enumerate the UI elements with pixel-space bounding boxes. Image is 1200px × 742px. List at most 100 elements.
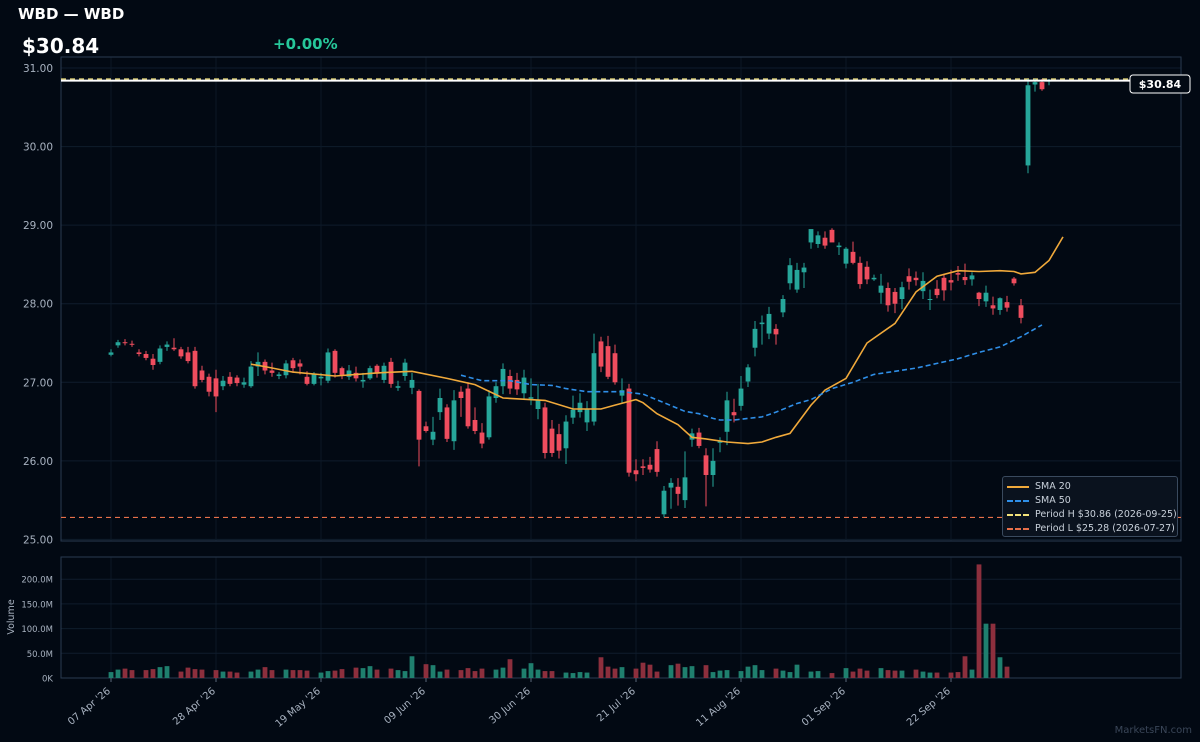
candle-body [521, 377, 527, 394]
volume-bar [290, 670, 296, 678]
volume-bar [353, 667, 359, 678]
candle [290, 357, 296, 373]
candle [458, 386, 464, 417]
candle-body [304, 376, 310, 384]
date-tick-label: 21 Jul '26 [595, 686, 638, 724]
candle [143, 350, 149, 361]
candle-body [458, 391, 464, 398]
volume-bar [864, 670, 870, 678]
candle-body [591, 353, 597, 422]
candle-body [1025, 85, 1031, 166]
candle [759, 315, 765, 345]
candle-body [269, 370, 275, 373]
volume-bar [815, 671, 821, 678]
volume-bar [584, 672, 590, 678]
volume-bar [430, 665, 436, 678]
volume-bar [927, 672, 933, 678]
candle [185, 346, 191, 364]
volume-bar [227, 671, 233, 678]
volume-bar [703, 665, 709, 678]
candle-body [402, 362, 408, 376]
candle [794, 262, 800, 293]
volume-bar [325, 671, 331, 678]
candle [773, 324, 779, 345]
candle [479, 423, 485, 449]
candle-body [451, 400, 457, 442]
volume-bar [465, 668, 471, 678]
candle-body [486, 396, 492, 438]
volume-bar [773, 668, 779, 678]
volume-bar [423, 664, 429, 678]
candle-body [766, 313, 772, 334]
volume-bars [108, 564, 1010, 678]
candle-body [430, 431, 436, 440]
candle-body [703, 455, 709, 475]
candle [437, 388, 443, 420]
volume-bar [983, 623, 989, 678]
candle-body [577, 402, 583, 413]
candle-body [605, 346, 611, 377]
candle [157, 345, 163, 365]
candle [129, 340, 135, 347]
candle [717, 437, 723, 453]
candle-body [731, 412, 737, 416]
candle-body [619, 390, 625, 396]
candle-body [808, 229, 814, 243]
chart-title: WBD — WBD [18, 5, 125, 23]
volume-bar [640, 662, 646, 678]
candle-body [801, 267, 807, 273]
volume-bar [542, 671, 548, 678]
volume-bar [878, 668, 884, 678]
candle [927, 289, 933, 310]
candle-body [472, 420, 478, 431]
candle [255, 352, 261, 376]
candle [626, 383, 632, 477]
candle [122, 339, 128, 346]
candle-body [206, 376, 212, 392]
volume-bar [724, 670, 730, 678]
candle [752, 321, 758, 357]
candle-body [612, 353, 618, 383]
volume-bar [759, 670, 765, 678]
volume-bar [920, 671, 926, 678]
candle-body [178, 349, 184, 357]
candle [423, 421, 429, 433]
volume-bar [374, 669, 380, 678]
last-price-tag-label: $30.84 [1139, 78, 1182, 91]
candle-body [724, 400, 730, 432]
candle-body [976, 292, 982, 299]
candle-body [1039, 82, 1045, 90]
candle [668, 478, 674, 509]
candle-body [836, 245, 842, 248]
candle-body [493, 386, 499, 398]
candle-body [640, 466, 646, 468]
candle-body [696, 432, 702, 446]
candle [178, 346, 184, 359]
volume-bar [402, 671, 408, 678]
volume-bar [220, 671, 226, 678]
date-axis-ticks: 07 Apr '26 28 Apr '26 19 May '26 09 Jun '26… [66, 678, 953, 730]
volume-bar [388, 668, 394, 678]
volume-bar [143, 670, 149, 678]
candle [731, 398, 737, 423]
candle-body [759, 322, 765, 325]
candle-body [871, 277, 877, 280]
volume-bar [780, 670, 786, 678]
period-high-swatch [1007, 513, 1029, 516]
candle-body [339, 368, 345, 376]
candle [969, 272, 975, 286]
volume-bar [563, 672, 569, 678]
price-panel-frame [60, 56, 1182, 542]
candle [297, 359, 303, 375]
candle-body [241, 382, 247, 385]
candle-body [171, 347, 177, 350]
candle [892, 288, 898, 314]
volume-bar [738, 671, 744, 678]
candle-body [682, 477, 688, 501]
candle [738, 376, 744, 411]
candle [710, 448, 716, 487]
volume-bar [1004, 666, 1010, 678]
candle [864, 261, 870, 285]
candle [913, 271, 919, 286]
candle-body [563, 421, 569, 449]
